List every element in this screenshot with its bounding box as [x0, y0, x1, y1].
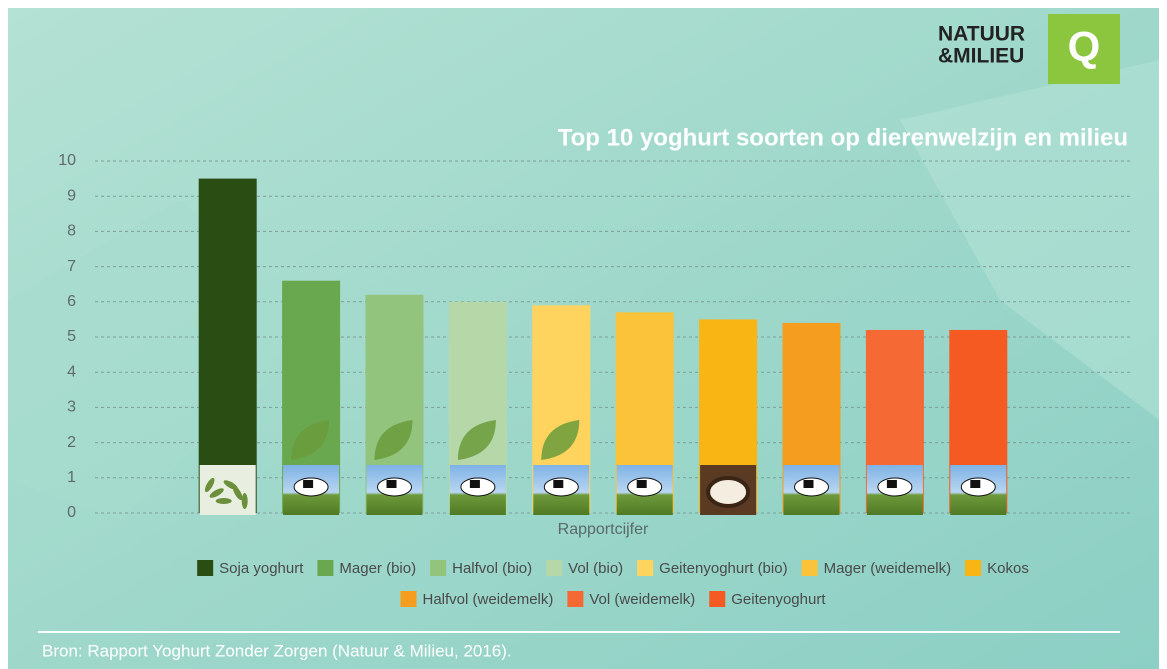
legend-label: Geitenyoghurt [731, 591, 826, 608]
page: {"logo": {"line1": "NATUUR", "line2": "&… [0, 0, 1167, 669]
photo-detail [887, 480, 897, 488]
legend-label: Mager (bio) [339, 560, 416, 577]
y-tick-label: 4 [67, 363, 76, 380]
legend-swatch [546, 560, 562, 576]
photo-detail [470, 480, 480, 488]
legend-swatch [430, 560, 446, 576]
logo-q: Q [1068, 23, 1101, 70]
source: Bron: Rapport Yoghurt Zonder Zorgen (Nat… [42, 641, 512, 660]
y-tick-label: 9 [67, 187, 76, 204]
photo-detail [804, 480, 814, 488]
legend-row: Soja yoghurt Mager (bio) Halfvol (bio) Vol … [197, 560, 1029, 577]
legend-swatch [965, 560, 981, 576]
legend-swatch [802, 560, 818, 576]
legend-label: Kokos [987, 560, 1029, 577]
legend-label: Vol (weidemelk) [589, 591, 695, 608]
photo-detail [553, 480, 563, 488]
legend-label: Halfvol (bio) [452, 560, 532, 577]
legend-label: Geitenyoghurt (bio) [659, 560, 787, 577]
photo-detail [387, 480, 397, 488]
x-tick-label: Rapportcijfer [558, 521, 649, 538]
photo-detail [216, 498, 232, 504]
chart: NATUUR &MILIEU Q Top 10 yoghurt soorten … [0, 0, 1167, 669]
y-tick-label: 6 [67, 293, 76, 310]
y-tick-label: 3 [67, 399, 76, 416]
legend-swatch [709, 591, 725, 607]
legend-swatch [197, 560, 213, 576]
y-tick-label: 2 [67, 434, 76, 451]
legend-label: Mager (weidemelk) [824, 560, 952, 577]
legend-row: Halfvol (weidemelk) Vol (weidemelk) Geiten… [401, 591, 827, 608]
photo-detail [708, 478, 748, 506]
legend-swatch [401, 591, 417, 607]
y-tick-label: 0 [67, 504, 76, 521]
legend-label: Soja yoghurt [219, 560, 304, 577]
legend-swatch [637, 560, 653, 576]
y-tick-label: 1 [67, 469, 76, 486]
bar [199, 179, 257, 513]
photo-detail [303, 480, 313, 488]
y-tick-label: 10 [58, 152, 76, 169]
legend-label: Halfvol (weidemelk) [423, 591, 554, 608]
legend-swatch [567, 591, 583, 607]
legend-swatch [317, 560, 333, 576]
logo-text: &MILIEU [938, 45, 1024, 68]
photo-detail [970, 480, 980, 488]
y-tick-label: 8 [67, 223, 76, 240]
photo-detail [242, 493, 248, 509]
chart-title: Top 10 yoghurt soorten op dierenwelzijn … [558, 124, 1128, 151]
photo-detail [637, 480, 647, 488]
legend-label: Vol (bio) [568, 560, 623, 577]
y-tick-label: 5 [67, 328, 76, 345]
y-tick-label: 7 [67, 258, 76, 275]
logo-text: NATUUR [938, 23, 1025, 46]
